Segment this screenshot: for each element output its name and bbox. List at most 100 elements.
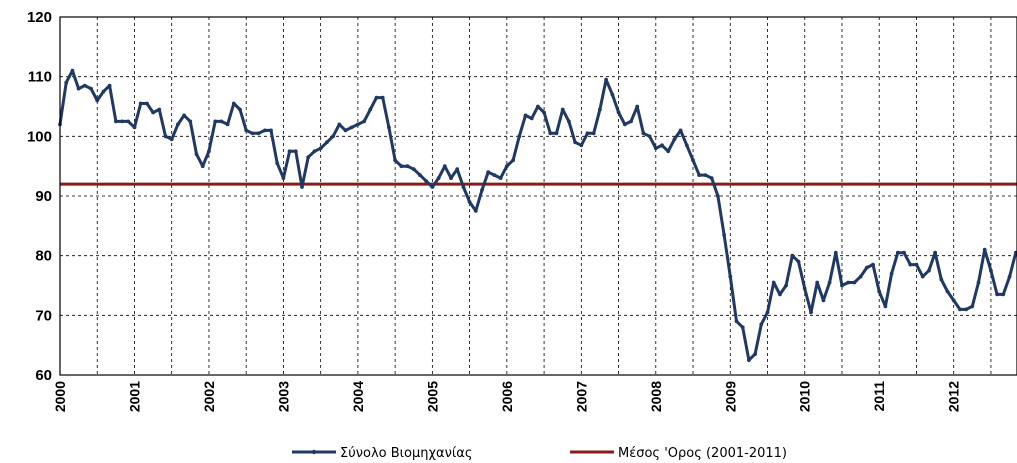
data-point [883, 304, 888, 309]
data-point [703, 173, 708, 178]
data-point [76, 86, 81, 91]
data-point [889, 271, 894, 276]
data-point [536, 104, 540, 109]
data-point [114, 119, 118, 124]
data-point [591, 131, 596, 136]
data-point [945, 289, 950, 294]
data-point [678, 128, 683, 133]
x-tick-label: 2003 [275, 381, 291, 412]
data-point [542, 110, 546, 115]
data-point [585, 131, 590, 136]
data-point [771, 280, 776, 285]
x-tick-label: 2008 [648, 381, 664, 412]
data-point [579, 143, 584, 148]
data-point [778, 292, 782, 297]
data-point [902, 250, 906, 255]
data-point [511, 158, 515, 163]
data-point [337, 122, 342, 127]
legend-label-average: Μέσος 'Ορος (2001-2011) [618, 446, 787, 461]
data-point [374, 95, 379, 100]
data-point [747, 358, 751, 362]
y-tick-label: 90 [35, 188, 52, 205]
data-point [939, 277, 944, 282]
data-point [151, 110, 156, 115]
data-point [461, 185, 466, 189]
data-point [399, 164, 404, 169]
data-point [970, 304, 975, 309]
legend-item-average: Μέσος 'Ορος (2001-2011) [570, 446, 787, 461]
data-point [635, 104, 640, 109]
data-point [672, 137, 677, 142]
y-tick-label: 120 [27, 9, 52, 26]
data-point [325, 140, 329, 145]
data-point [653, 146, 658, 151]
x-tick-label: 2004 [350, 381, 366, 412]
data-point [442, 164, 447, 169]
data-point [982, 247, 987, 252]
x-tick-label: 2002 [201, 381, 217, 412]
data-point [740, 325, 745, 330]
data-point [480, 188, 484, 192]
data-point [411, 167, 416, 172]
data-point [262, 128, 267, 133]
data-point [933, 250, 937, 255]
data-point [989, 268, 993, 273]
data-point [716, 194, 720, 198]
data-point [380, 95, 385, 100]
data-point [629, 119, 633, 124]
data-point [132, 125, 137, 130]
data-point [529, 116, 534, 121]
data-point [864, 265, 869, 270]
data-point [163, 134, 168, 139]
data-point [753, 352, 757, 356]
industry-total-series [58, 68, 1017, 362]
data-point [101, 89, 106, 94]
data-point [182, 113, 187, 118]
data-point [70, 68, 75, 73]
data-point [145, 101, 149, 106]
data-point [722, 232, 726, 237]
data-point [498, 176, 503, 181]
data-point [759, 322, 764, 327]
data-point [275, 161, 280, 166]
x-tick-label: 2011 [871, 381, 887, 412]
data-point [486, 170, 491, 175]
data-point [641, 131, 646, 136]
data-point [548, 131, 553, 136]
data-point [976, 280, 981, 285]
data-point [418, 173, 422, 178]
data-point [598, 107, 602, 112]
data-point [238, 107, 242, 112]
legend: Σύνολο Βιομηχανίας Μέσος 'Ορος (2001-201… [292, 446, 787, 461]
data-point [430, 185, 435, 189]
data-point [176, 122, 180, 127]
y-axis-ticks: 60 70 80 90 100 110 120 [27, 9, 52, 384]
data-point [250, 131, 255, 136]
data-point [554, 131, 559, 136]
data-point [958, 307, 962, 312]
data-point [343, 128, 348, 133]
data-point [200, 164, 205, 169]
data-point [393, 158, 397, 163]
data-point [877, 289, 882, 294]
x-tick-label: 2012 [946, 381, 962, 412]
data-point [895, 250, 900, 255]
data-point [95, 98, 100, 103]
data-point [871, 262, 875, 267]
data-point [647, 134, 652, 139]
data-point [728, 274, 733, 279]
data-point [821, 298, 826, 303]
data-point [1007, 274, 1012, 279]
data-point [356, 122, 360, 127]
data-point [846, 280, 851, 285]
data-point [213, 119, 218, 124]
data-point [927, 268, 931, 273]
data-point [833, 250, 838, 255]
x-tick-label: 2000 [52, 381, 68, 412]
data-point [951, 298, 956, 303]
data-point [802, 286, 807, 291]
x-tick-label: 2009 [722, 381, 738, 412]
data-point [610, 92, 615, 97]
data-point [660, 143, 664, 148]
data-point [157, 107, 162, 112]
